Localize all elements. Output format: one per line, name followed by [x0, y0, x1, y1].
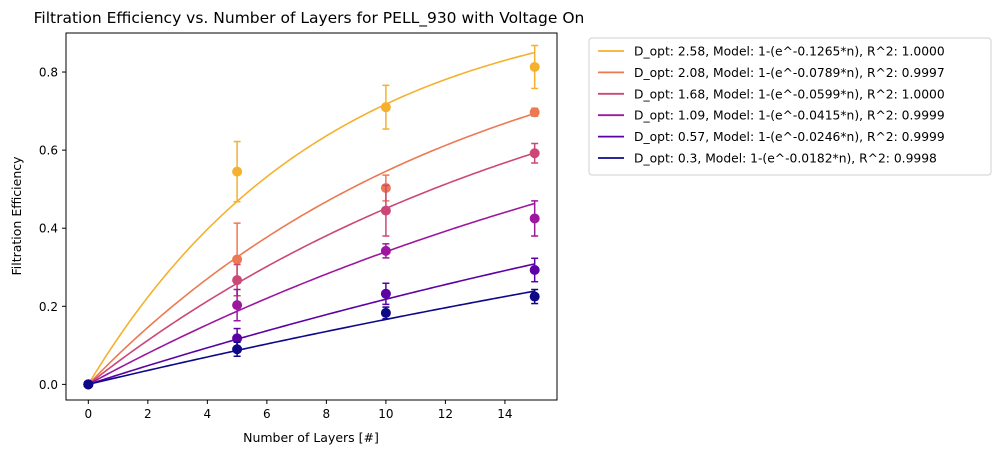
model-curve [87, 202, 535, 386]
legend-label: D_opt: 1.09, Model: 1-(e^-0.0415*n), R^2… [634, 109, 945, 123]
model-curve [88, 290, 535, 386]
data-point [83, 379, 94, 390]
model-curve [87, 51, 535, 385]
y-tick-label: 0.6 [39, 144, 58, 158]
data-point [380, 102, 391, 113]
data-point [232, 344, 243, 355]
plot-area [83, 44, 540, 390]
data-point [380, 205, 391, 216]
x-axis-label: Number of Layers [#] [243, 430, 379, 445]
legend-label: D_opt: 2.08, Model: 1-(e^-0.0789*n), R^2… [634, 66, 945, 80]
model-curve [87, 152, 535, 386]
x-tick-label: 4 [204, 407, 212, 421]
data-point [232, 275, 243, 286]
x-tick-label: 0 [84, 407, 92, 421]
data-point [380, 288, 391, 299]
legend-label: D_opt: 0.3, Model: 1-(e^-0.0182*n), R^2:… [634, 152, 937, 166]
y-tick-label: 0.2 [39, 300, 58, 314]
legend-label: D_opt: 2.58, Model: 1-(e^-0.1265*n), R^2… [634, 45, 945, 59]
legend-frame [588, 37, 992, 176]
y-axis: 0.0 0.2 0.4 0.6 0.8 [39, 66, 66, 392]
legend-label: D_opt: 0.57, Model: 1-(e^-0.0246*n), R^2… [634, 130, 945, 144]
model-curve [87, 112, 535, 385]
x-tick-label: 6 [263, 407, 271, 421]
data-point [529, 213, 540, 224]
x-tick-label: 14 [497, 407, 512, 421]
y-tick-label: 0.4 [39, 222, 58, 236]
data-point [529, 61, 540, 72]
data-point [232, 300, 243, 311]
y-tick-label: 0.8 [39, 66, 58, 80]
legend-label: D_opt: 1.68, Model: 1-(e^-0.0599*n), R^2… [634, 87, 945, 101]
model-curve [88, 263, 535, 386]
data-point [529, 291, 540, 302]
legend: D_opt: 2.58, Model: 1-(e^-0.1265*n), R^2… [588, 37, 992, 176]
x-tick-label: 10 [378, 407, 393, 421]
data-point [232, 333, 243, 344]
y-tick-label: 0.0 [39, 378, 58, 392]
data-point [380, 245, 391, 256]
x-tick-label: 8 [323, 407, 331, 421]
x-tick-label: 12 [438, 407, 453, 421]
data-point [529, 264, 540, 275]
data-point [529, 107, 540, 118]
plot-frame [65, 32, 558, 401]
data-point [380, 307, 391, 318]
y-axis-label: Filtration Efficiency [9, 156, 24, 276]
x-axis: 0 2 4 6 8 10 12 14 [84, 400, 513, 421]
data-point [232, 254, 243, 265]
x-tick-label: 2 [144, 407, 152, 421]
data-point [529, 148, 540, 159]
chart-title: Filtration Efficiency vs. Number of Laye… [34, 9, 585, 28]
data-point [232, 166, 243, 177]
